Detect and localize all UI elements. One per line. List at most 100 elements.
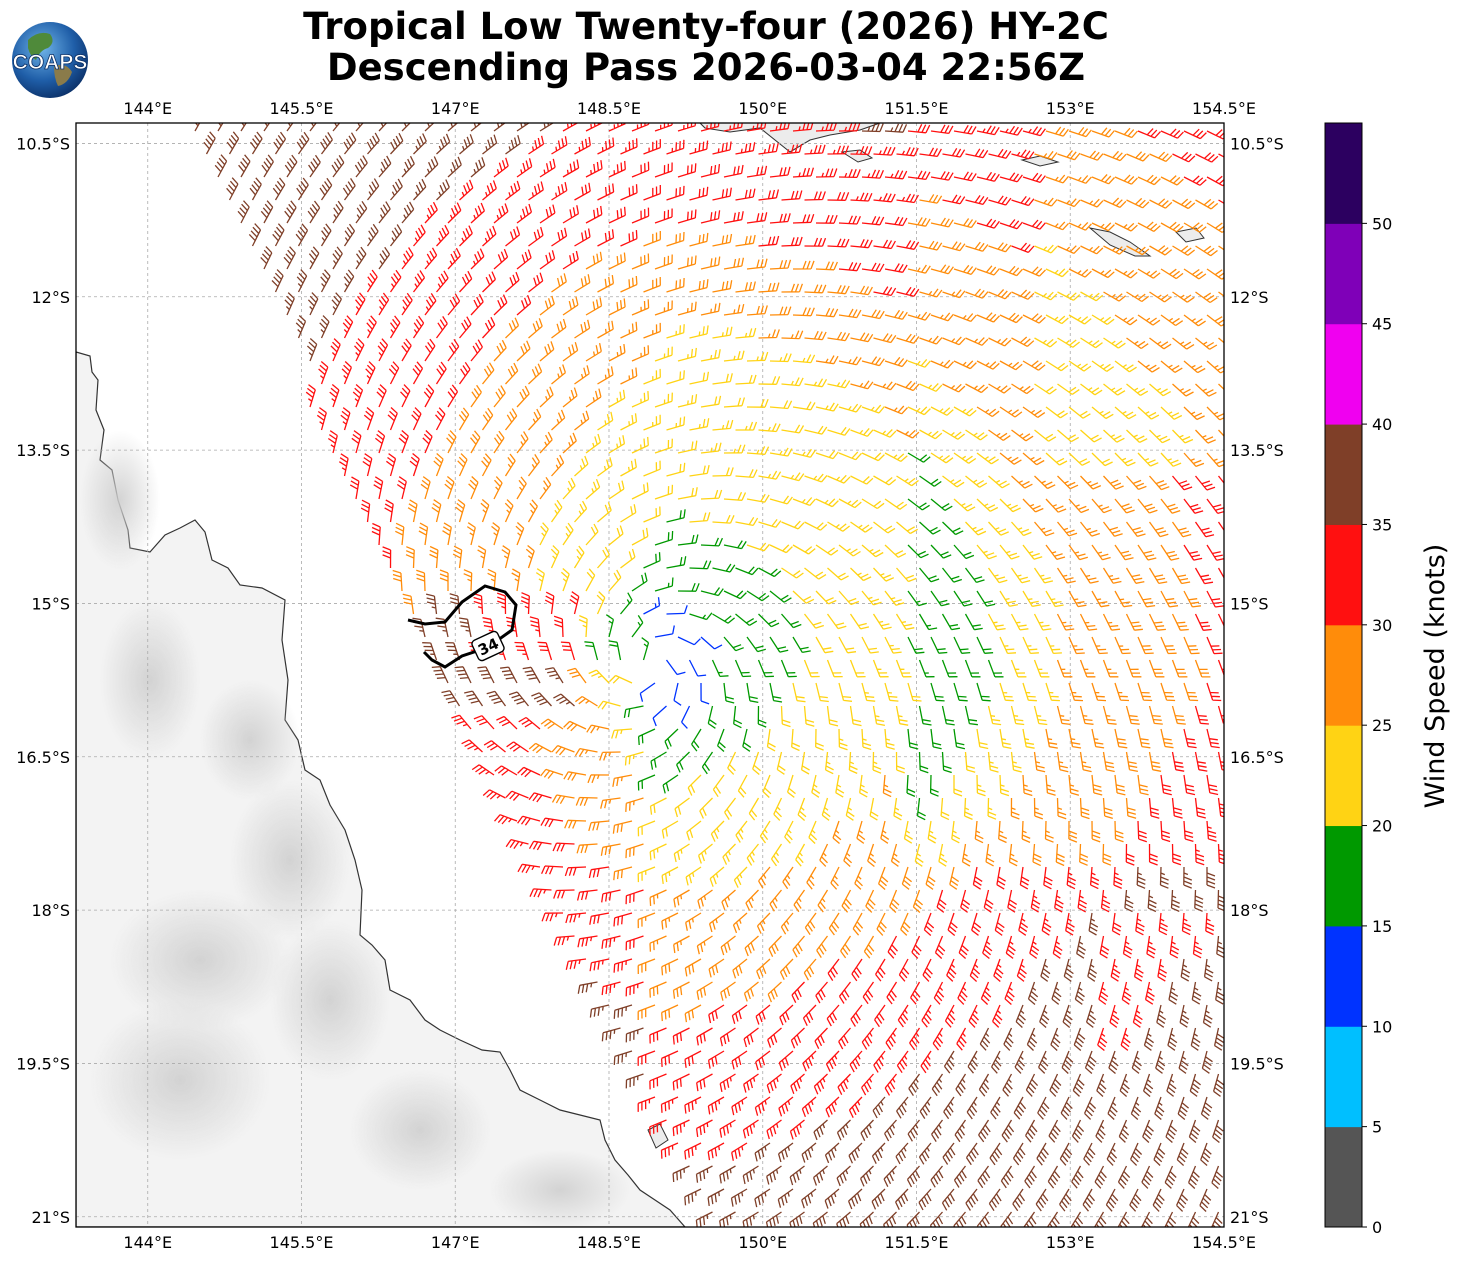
wind-barb xyxy=(804,425,828,435)
wind-barb xyxy=(562,296,579,316)
wind-barb xyxy=(987,705,1002,726)
wind-barb xyxy=(620,275,638,293)
wind-barb xyxy=(696,981,713,1000)
wind-barb xyxy=(677,534,699,546)
wind-barb xyxy=(838,169,861,179)
wind-barb xyxy=(712,141,732,155)
wind-barb xyxy=(320,223,332,247)
wind-barb xyxy=(1201,1050,1213,1074)
wind-barb xyxy=(873,429,897,438)
wind-barb xyxy=(942,1142,956,1165)
wind-barb xyxy=(384,499,394,523)
wind-barb xyxy=(996,866,1006,890)
wind-barb xyxy=(441,690,461,707)
wind-barb xyxy=(716,728,726,752)
wind-barb xyxy=(861,404,885,414)
wind-barb xyxy=(942,147,966,158)
wind-barb xyxy=(332,123,341,132)
wind-barb xyxy=(654,300,673,316)
wind-barb xyxy=(1183,314,1206,327)
wind-barb xyxy=(1135,912,1145,936)
lon-label-top: 147°E xyxy=(431,99,480,118)
wind-barb xyxy=(735,374,757,385)
wind-barb xyxy=(550,499,563,523)
wind-barb xyxy=(1160,590,1179,608)
wind-barb xyxy=(1049,1073,1062,1097)
wind-barb xyxy=(643,322,661,339)
wind-barb xyxy=(1125,567,1145,584)
wind-barb xyxy=(826,1004,840,1027)
wind-barb xyxy=(585,160,603,178)
wind-barb xyxy=(1136,866,1146,889)
wind-barb xyxy=(700,210,721,224)
wind-barb xyxy=(708,1004,725,1024)
wind-barb xyxy=(1036,1142,1049,1166)
wind-barb xyxy=(459,225,473,247)
island-4 xyxy=(1174,227,1205,243)
wind-barb xyxy=(919,1096,932,1119)
wind-barb xyxy=(974,820,984,844)
wind-barb xyxy=(777,1142,794,1163)
wind-barb xyxy=(1091,498,1112,514)
wind-barb xyxy=(666,370,685,385)
wind-barb xyxy=(1091,174,1115,185)
colorbar-tick-label: 20 xyxy=(1372,817,1392,836)
wind-barb xyxy=(919,240,943,251)
wind-barb xyxy=(1109,1004,1120,1028)
wind-barb xyxy=(895,613,915,630)
wind-barb xyxy=(666,556,687,569)
lon-label-bottom: 153°E xyxy=(1046,1233,1095,1252)
wind-barb xyxy=(867,843,877,868)
wind-barb xyxy=(401,155,415,178)
wind-barb xyxy=(528,272,544,293)
wind-barb xyxy=(1068,126,1092,138)
wind-barb xyxy=(930,264,954,275)
wind-barb xyxy=(494,765,518,776)
wind-barb xyxy=(673,889,690,908)
wind-barb xyxy=(677,301,697,316)
wind-barb xyxy=(953,590,973,607)
wind-barb xyxy=(459,617,472,638)
wind-barb xyxy=(793,889,806,913)
wind-barb xyxy=(746,636,766,653)
plot-frame xyxy=(75,122,1225,1228)
wind-barb xyxy=(597,275,615,293)
wind-barb xyxy=(665,659,686,676)
wind-barb xyxy=(613,912,633,927)
wind-barb xyxy=(746,398,769,408)
wind-barb xyxy=(631,207,650,224)
wind-barb xyxy=(612,774,633,787)
wind-barb xyxy=(574,319,591,339)
wind-barb xyxy=(576,889,598,901)
wind-barb xyxy=(470,202,486,224)
wind-barb xyxy=(953,360,977,370)
wind-barb xyxy=(942,241,966,252)
wind-barb xyxy=(473,715,495,730)
wind-barb xyxy=(1098,981,1109,1005)
wind-barb xyxy=(553,935,575,946)
wind-barb xyxy=(722,843,736,865)
wind-barb xyxy=(620,367,638,385)
wind-barb xyxy=(1071,1165,1084,1189)
wind-barb xyxy=(433,453,444,477)
wind-barb xyxy=(723,303,745,316)
wind-barb xyxy=(1079,521,1100,537)
wind-barb xyxy=(804,237,827,247)
wind-barb xyxy=(601,889,621,903)
wind-barb xyxy=(1114,774,1126,796)
wind-barb xyxy=(1114,682,1130,702)
wind-barb xyxy=(1005,935,1016,959)
wind-barb xyxy=(941,1188,955,1211)
wind-barb xyxy=(1114,268,1138,279)
wind-barb xyxy=(930,312,954,322)
wind-barb xyxy=(1091,636,1108,655)
wind-barb xyxy=(343,223,356,247)
wind-barb xyxy=(765,1211,782,1227)
wind-barb xyxy=(689,612,713,621)
wind-barb xyxy=(976,636,994,654)
wind-barb xyxy=(965,241,989,252)
wind-barb xyxy=(689,186,709,201)
wind-barb xyxy=(988,148,1012,159)
wind-barb xyxy=(1137,590,1156,608)
wind-barb xyxy=(907,636,925,654)
